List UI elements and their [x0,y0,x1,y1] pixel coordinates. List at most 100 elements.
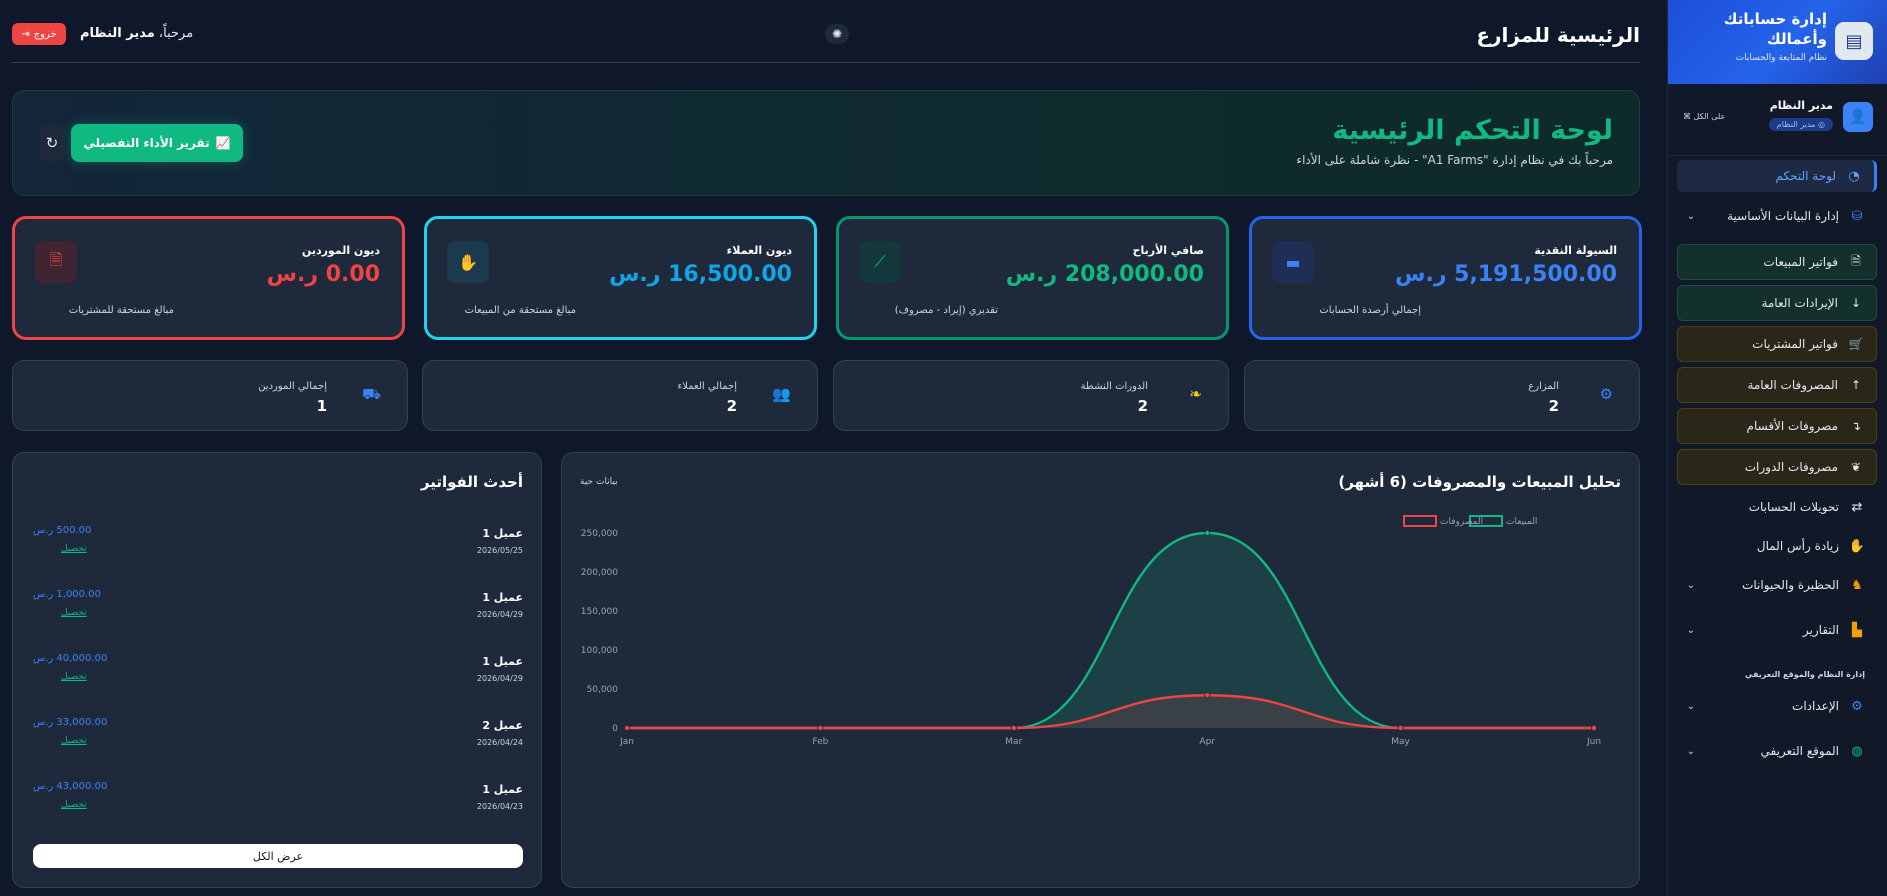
stat-value: 5,191,500.00 ر.س [1395,262,1617,287]
sidebar-item-barn-animals[interactable]: ♞ الحظيرة والحيوانات ⌄ [1677,569,1877,601]
data-point [1591,724,1598,731]
invoice-amount: 33,000.00 ر.س [33,717,108,728]
sidebar-item-website[interactable]: ◍ الموقع التعريفي ⌄ [1677,735,1877,767]
invoice-amount: 500.00 ر.س [33,525,92,536]
sidebar-item-purchase-invoices[interactable]: 🛒 فواتير المشتريات [1677,326,1877,362]
database-icon: ⛁ [1851,208,1863,224]
series-line [626,694,1594,730]
invoice-date: 2026/04/24 [476,738,523,747]
x-tick-label: Jun [1586,737,1601,747]
y-tick-label: 50,000 [587,685,619,695]
chart-live-label: بيانات حية [580,477,618,487]
count-value: 1 [316,397,327,415]
brand-subtitle: نظام المتابعة والحسابات [1735,53,1827,63]
sidebar-item-label: الإعدادات [1792,699,1839,713]
legend-label: المصروفات [1440,517,1483,527]
invoice-row: عميل 1 2026/04/23 43,000.00 ر.س تحصيل [33,773,523,823]
stat-title: صافي الأرباح [1132,244,1204,257]
stat-title: السيولة النقدية [1534,244,1617,257]
data-point [1010,724,1017,731]
chevron-down-icon: ⌄ [1686,579,1696,591]
user-scope[interactable]: على الكل ⌘ [1683,112,1725,121]
stat-value: 208,000.00 ر.س [1005,262,1204,287]
sidebar-item-capital-increase[interactable]: ✋ زيادة رأس المال [1677,530,1877,562]
sidebar-item-label: فواتير المبيعات [1763,255,1838,269]
chevron-down-icon: ⌄ [1686,624,1696,636]
welcome-user-name: مدير النظام [80,26,155,41]
series-area [627,695,1594,728]
data-point [1204,530,1211,537]
count-card-farms: ⚙ المزارع 2 [1244,360,1640,431]
sidebar-item-settings[interactable]: ⚙ الإعدادات ⌄ [1677,690,1877,722]
stat-card-customer-debts: ديون العملاء 16,500.00 ر.س مبالغ مستحقة … [424,216,817,340]
top-header: الرئيسية للمزارع ✺ مرحباً، مدير النظام ⇥… [12,0,1640,63]
stat-value: 16,500.00 ر.س [609,262,792,287]
cart-icon: 🛒 [1848,337,1864,351]
stat-card-cash: السيولة النقدية 5,191,500.00 ر.س إجمالي … [1249,216,1642,340]
stat-value: 0.00 ر.س [266,262,380,287]
truck-icon: ⛟ [362,385,381,403]
user-avatar-icon: 👤 [1843,102,1873,132]
sidebar-section-title: إدارة النظام والموقع التعريفي [1744,670,1865,679]
latest-invoices-panel: أحدث الفواتير عميل 1 2026/05/25 500.00 ر… [12,452,542,888]
sidebar-item-department-expenses[interactable]: ↴ مصروفات الأقسام [1677,408,1877,444]
gear-icon: ⚙ [1851,698,1863,714]
trend-up-icon: ⟋ [859,241,901,283]
sidebar-item-label: مصروفات الدورات [1744,460,1838,474]
invoice-row: عميل 1 2026/04/29 40,000.00 ر.س تحصيل [33,645,523,695]
hero-title: لوحة التحكم الرئيسية [1332,115,1613,146]
cash-register-icon: ▤ [1835,22,1873,60]
sidebar-item-cycle-expenses[interactable]: ❦ مصروفات الدورات [1677,449,1877,485]
x-tick-label: Mar [1005,737,1022,747]
invoice-row: عميل 1 2026/05/25 500.00 ر.س تحصيل [33,517,523,567]
user-panel: 👤 مدير النظام ◎ مدير النظام على الكل ⌘ [1667,84,1887,156]
count-value: 2 [726,397,737,415]
y-tick-label: 200,000 [581,568,618,578]
sidebar-item-sales-invoices[interactable]: 🗎 فواتير المبيعات [1677,244,1877,280]
view-all-button[interactable]: عرض الكل [33,844,523,868]
sidebar-item-label: التقارير [1802,623,1839,637]
collect-link[interactable]: تحصيل [61,544,87,554]
count-card-suppliers: ⛟ إجمالي الموردين 1 [12,360,408,431]
refresh-button[interactable]: ↻ [39,125,65,161]
sales-expenses-chart: 0 50,000 100,000 150,000 200,000 250,000 Jan Fe… [581,515,1601,747]
theme-settings-button[interactable]: ✺ [825,24,849,44]
count-label: المزارع [1528,381,1559,392]
performance-report-button[interactable]: تقرير الأداء التفصيلي 📈 [71,124,243,162]
sidebar-item-label: المصروفات العامة [1747,378,1838,392]
sidebar-item-reports[interactable]: ▙ التقارير ⌄ [1677,614,1877,646]
sidebar-item-master-data[interactable]: ⛁ إدارة البيانات الأساسية ⌄ [1677,200,1877,232]
count-label: الدورات النشطة [1080,381,1148,392]
sidebar-item-dashboard[interactable]: ◔ لوحة التحكم [1677,160,1877,192]
collect-link[interactable]: تحصيل [61,736,87,746]
sidebar-item-label: الموقع التعريفي [1760,744,1840,758]
collect-link[interactable]: تحصيل [61,800,87,810]
refresh-icon: ↻ [45,134,59,152]
stat-title: ديون الموردين [301,244,380,257]
sidebar-item-general-revenue[interactable]: ↓ الإيرادات العامة [1677,285,1877,321]
hero-subtitle: مرحباً بك في نظام إدارة "A1 Farms" - نظر… [1296,153,1613,167]
sidebar-item-label: تحويلات الحسابات [1748,500,1839,514]
logout-button[interactable]: ⇥ خروج [12,23,66,45]
data-point [817,724,824,731]
user-name: مدير النظام [1769,99,1833,112]
invoice-client: عميل 1 [482,655,523,668]
count-label: إجمالي العملاء [677,381,737,392]
chart-line-icon: 📈 [215,136,231,150]
sidebar-item-general-expenses[interactable]: ↑ المصروفات العامة [1677,367,1877,403]
logout-label: خروج [33,28,57,40]
data-point [1397,724,1404,731]
sidebar-item-account-transfers[interactable]: ⇄ تحويلات الحسابات [1677,491,1877,523]
collect-link[interactable]: تحصيل [61,672,87,682]
legend-swatch [1469,515,1503,527]
file-invoice-icon: 🗎 [1851,253,1861,268]
sidebar-item-label: لوحة التحكم [1775,169,1837,183]
sidebar-item-label: مصروفات الأقسام [1746,419,1838,433]
sidebar-item-label: الإيرادات العامة [1761,296,1838,310]
exchange-icon: ⇄ [1851,499,1863,515]
invoice-client: عميل 1 [482,527,523,540]
arrow-down-icon: ↓ [1850,296,1862,310]
stat-title: ديون العملاء [726,244,792,257]
invoice-dollar-icon: 🗎 [35,241,77,283]
collect-link[interactable]: تحصيل [61,608,87,618]
